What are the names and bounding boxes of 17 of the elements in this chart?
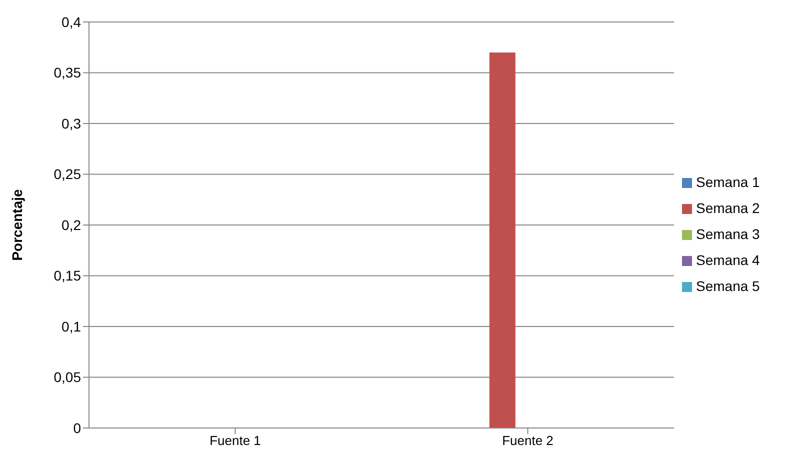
legend-label: Semana 5 (696, 278, 760, 294)
legend-label: Semana 1 (696, 174, 760, 190)
legend-label: Semana 4 (696, 252, 760, 268)
y-axis-title: Porcentaje (8, 188, 25, 261)
y-tick-label: 0,1 (62, 318, 82, 334)
legend-label: Semana 2 (696, 200, 760, 216)
y-tick-label: 0,2 (62, 216, 82, 233)
x-tick-label: Fuente 1 (210, 433, 261, 448)
y-tick-label: 0,25 (54, 166, 82, 182)
y-tick-label: 0,4 (62, 14, 82, 30)
legend-label: Semana 3 (696, 226, 760, 242)
x-tick-label: Fuente 2 (502, 433, 554, 448)
y-tick-label: 0,3 (62, 115, 82, 132)
y-tick-label: 0,35 (54, 64, 82, 81)
y-tick-label: 0,05 (54, 369, 82, 386)
y-tick-label: 0,15 (54, 268, 82, 284)
y-tick-label: 0 (73, 420, 82, 436)
